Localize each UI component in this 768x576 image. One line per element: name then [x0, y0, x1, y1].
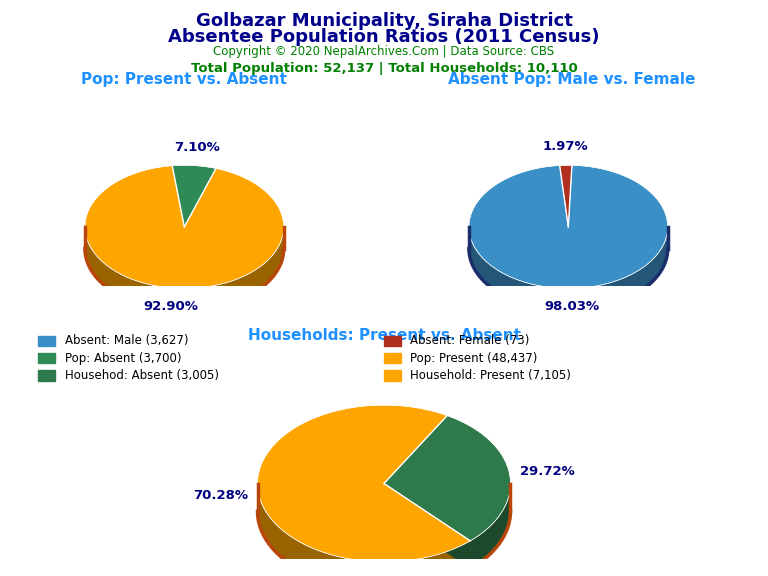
Text: 92.90%: 92.90% — [144, 300, 199, 313]
Text: Golbazar Municipality, Siraha District: Golbazar Municipality, Siraha District — [196, 12, 572, 29]
Polygon shape — [384, 483, 470, 569]
Polygon shape — [85, 219, 283, 310]
Text: Household: Present (7,105): Household: Present (7,105) — [410, 369, 571, 382]
Text: 98.03%: 98.03% — [544, 301, 599, 313]
Polygon shape — [560, 165, 572, 227]
Text: Pop: Present vs. Absent: Pop: Present vs. Absent — [81, 72, 287, 87]
Polygon shape — [384, 483, 470, 569]
Text: Absent: Male (3,627): Absent: Male (3,627) — [65, 335, 188, 347]
Polygon shape — [469, 249, 667, 310]
Polygon shape — [257, 511, 470, 576]
Polygon shape — [384, 415, 511, 541]
Text: Copyright © 2020 NepalArchives.Com | Data Source: CBS: Copyright © 2020 NepalArchives.Com | Dat… — [214, 45, 554, 58]
Text: Pop: Present (48,437): Pop: Present (48,437) — [410, 352, 538, 365]
Text: Househod: Absent (3,005): Househod: Absent (3,005) — [65, 369, 219, 382]
Polygon shape — [257, 473, 470, 576]
Polygon shape — [172, 165, 216, 227]
Text: 70.28%: 70.28% — [193, 488, 248, 502]
Polygon shape — [469, 218, 667, 310]
Text: Total Population: 52,137 | Total Households: 10,110: Total Population: 52,137 | Total Househo… — [190, 62, 578, 75]
Polygon shape — [85, 249, 283, 310]
Text: 29.72%: 29.72% — [520, 465, 574, 479]
Polygon shape — [257, 405, 470, 562]
Text: Absent Pop: Male vs. Female: Absent Pop: Male vs. Female — [449, 72, 696, 87]
Polygon shape — [469, 165, 667, 289]
Text: 7.10%: 7.10% — [174, 141, 220, 154]
Text: Households: Present vs. Absent: Households: Present vs. Absent — [247, 328, 521, 343]
Text: Absent: Female (73): Absent: Female (73) — [410, 335, 529, 347]
Polygon shape — [384, 511, 511, 569]
Text: Pop: Absent (3,700): Pop: Absent (3,700) — [65, 352, 181, 365]
Text: Absentee Population Ratios (2011 Census): Absentee Population Ratios (2011 Census) — [168, 28, 600, 46]
Polygon shape — [470, 473, 511, 569]
Polygon shape — [85, 166, 283, 289]
Text: 1.97%: 1.97% — [542, 141, 588, 153]
